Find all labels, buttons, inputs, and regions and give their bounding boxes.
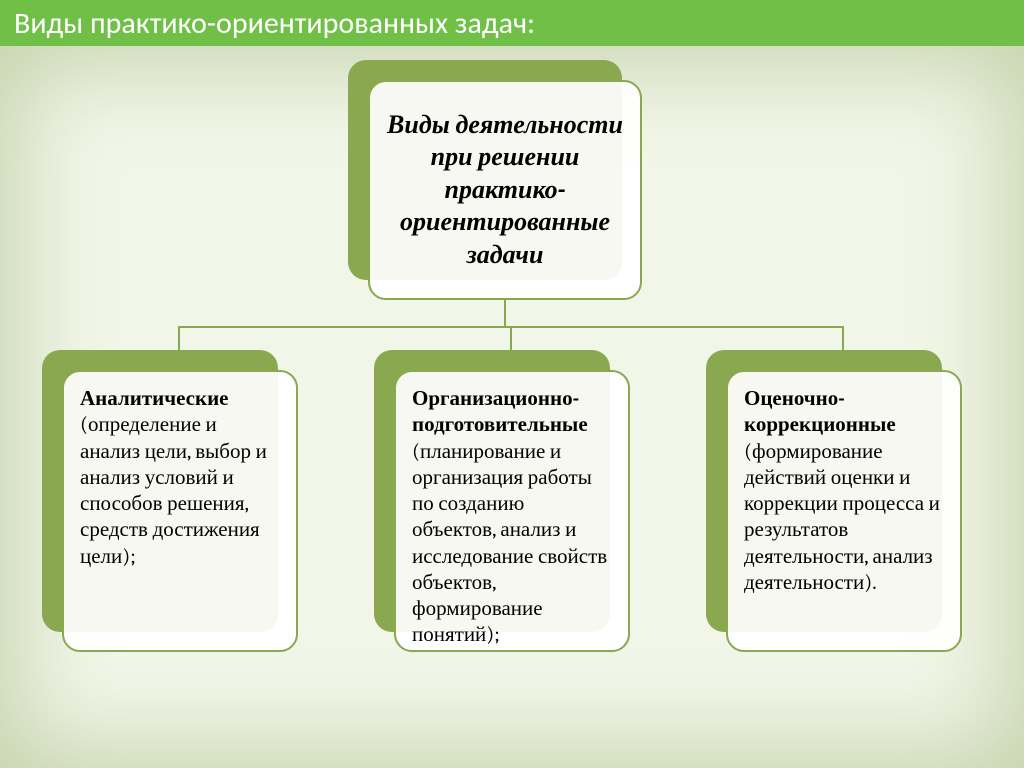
connector-trunk [504, 300, 506, 326]
child3-text: (формирование действий оценки и коррекци… [744, 440, 940, 595]
root-text: Виды деятельности при решении практико-о… [386, 109, 624, 272]
child3-content: Оценочно-коррекционные (формирование дей… [744, 386, 944, 596]
header-title: Виды практико-ориентированных задач: [14, 5, 535, 42]
child3-box: Оценочно-коррекционные (формирование дей… [726, 370, 962, 652]
child2-box: Организационно-подготовительные (планиро… [394, 370, 630, 652]
header-bar: Виды практико-ориентированных задач: [0, 0, 1024, 46]
child2-bold: Организационно-подготовительные [412, 387, 588, 437]
child2-text: (планирование и организация работы по со… [412, 440, 607, 648]
connector-drop3 [842, 326, 844, 350]
child1-bold: Аналитические [80, 387, 229, 411]
child1-box: Аналитические (определение и анализ цели… [62, 370, 298, 652]
child2-content: Организационно-подготовительные (планиро… [412, 386, 612, 649]
slide-body: Виды деятельности при решении практико-о… [0, 46, 1024, 768]
child1-content: Аналитические (определение и анализ цели… [80, 386, 280, 570]
connector-drop2 [510, 326, 512, 350]
root-box: Виды деятельности при решении практико-о… [368, 80, 642, 300]
child3-bold: Оценочно-коррекционные [744, 387, 896, 437]
child1-text: (определение и анализ цели, выбор и анал… [80, 413, 267, 568]
connector-drop1 [178, 326, 180, 350]
